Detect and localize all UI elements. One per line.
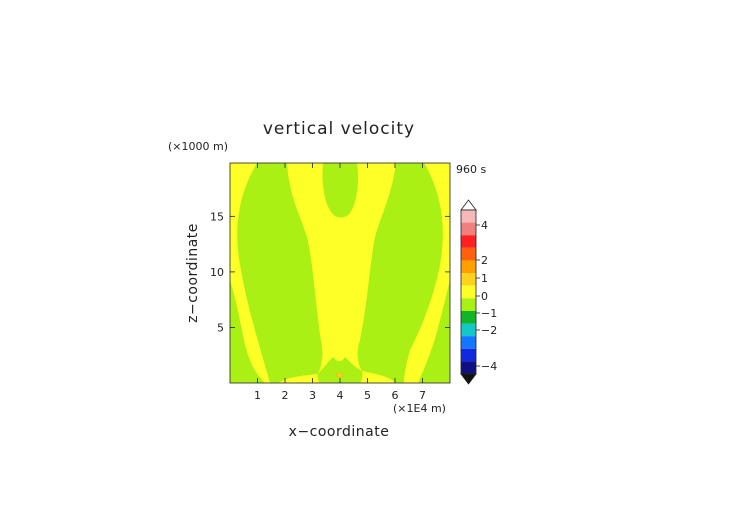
colorbar-tick-label: 1 (481, 272, 488, 285)
y-unit-label: (×1000 m) (168, 140, 228, 153)
x-tick-label: 1 (254, 389, 261, 402)
x-tick-label: 6 (392, 389, 399, 402)
colorbar-segment (461, 273, 476, 286)
x-tick-label: 5 (364, 389, 371, 402)
downdraft-region-lower-right (418, 280, 450, 383)
colorbar-segment (461, 247, 476, 261)
colorbar-segment (461, 222, 476, 236)
colorbar-tick-label: −2 (481, 324, 497, 337)
colorbar: 4 2 1 0 −1 −2 −4 (460, 199, 497, 385)
colorbar-segment (461, 260, 476, 274)
x-axis-label: x−coordinate (289, 424, 390, 440)
colorbar-tick-label: 2 (481, 254, 488, 267)
colorbar-segment (461, 210, 476, 223)
x-tick-label: 2 (282, 389, 289, 402)
downdraft-region-base (317, 357, 363, 383)
colorbar-segment (461, 361, 476, 374)
colorbar-tick-label: 4 (481, 219, 488, 232)
x-tick-label: 7 (419, 389, 426, 402)
y-axis-label: z−coordinate (185, 223, 201, 323)
colorbar-segment (461, 310, 476, 324)
y-axis-ticks: 5 10 15 (210, 210, 450, 334)
colorbar-segment (461, 348, 476, 362)
downdraft-region-center (322, 163, 359, 218)
colorbar-tick-label: −1 (481, 307, 497, 320)
colorbar-extend-bottom (460, 373, 477, 385)
colorbar-tick-label: 0 (481, 290, 488, 303)
colorbar-segment (461, 336, 476, 349)
chart-title: vertical velocity (263, 119, 415, 139)
y-tick-label: 10 (210, 266, 224, 279)
colorbar-segment (461, 298, 476, 311)
colorbar-segment (461, 323, 476, 337)
y-tick-label: 15 (210, 210, 224, 223)
time-label: 960 s (456, 163, 486, 176)
plot-area (230, 163, 450, 383)
surface-maximum (336, 372, 343, 378)
colorbar-extend-top (460, 199, 477, 211)
x-axis-ticks: 1 2 3 4 5 6 7 (254, 163, 426, 402)
colorbar-tick-label: −4 (481, 360, 497, 373)
downdraft-region-left (237, 163, 323, 383)
downdraft-region-right (357, 163, 443, 383)
colorbar-segment (461, 285, 476, 299)
x-tick-label: 4 (337, 389, 344, 402)
colorbar-segment (461, 235, 476, 248)
x-unit-label: (×1E4 m) (393, 402, 446, 415)
x-tick-label: 3 (309, 389, 316, 402)
y-tick-label: 5 (217, 321, 224, 334)
downdraft-region-lower-left (230, 280, 265, 383)
colorbar-frame (460, 209, 477, 375)
